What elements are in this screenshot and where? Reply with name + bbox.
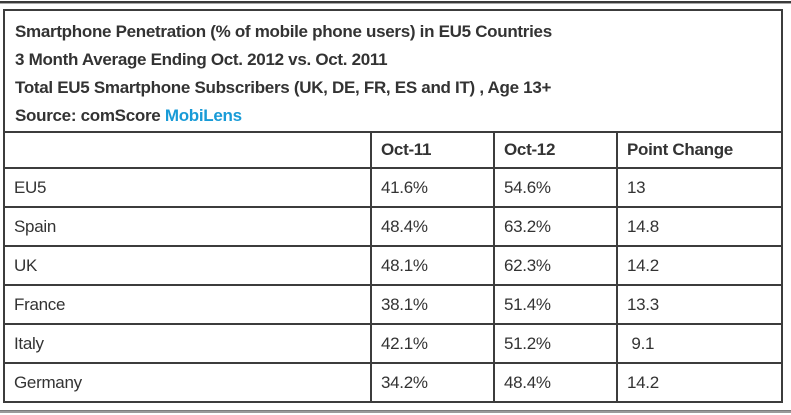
- value-cell: 51.4%: [493, 284, 618, 325]
- value-cell: 54.6%: [493, 167, 618, 208]
- value-cell: 48.4%: [493, 362, 618, 402]
- row-label-cell: Spain: [4, 206, 372, 247]
- header-row: Oct-11 Oct-12 Point Change: [4, 132, 782, 169]
- smartphone-penetration-table: Smartphone Penetration (% of mobile phon…: [3, 9, 783, 403]
- value-cell: 41.6%: [370, 167, 495, 208]
- table-subtitle: 3 Month Average Ending Oct. 2012 vs. Oct…: [15, 50, 388, 69]
- row-label-cell: UK: [4, 245, 372, 286]
- table-row: UK 48.1% 62.3% 14.2: [4, 245, 782, 286]
- value-cell: 62.3%: [493, 245, 618, 286]
- table-row: France 38.1% 51.4% 13.3: [4, 284, 782, 325]
- column-header-blank: [4, 132, 372, 169]
- row-label-cell: EU5: [4, 167, 372, 208]
- table-row: EU5 41.6% 54.6% 13: [4, 167, 782, 208]
- row-label-cell: Germany: [4, 362, 372, 402]
- data-table: Oct-11 Oct-12 Point Change EU5 41.6% 54.6%…: [4, 132, 782, 402]
- value-cell: 14.8: [616, 206, 782, 247]
- table-audience: Total EU5 Smartphone Subscribers (UK, DE…: [15, 78, 552, 97]
- title-block: Smartphone Penetration (% of mobile phon…: [5, 11, 781, 133]
- column-header-point-change: Point Change: [616, 132, 782, 169]
- value-cell: 14.2: [616, 245, 782, 286]
- source-prefix: Source: comScore: [15, 106, 161, 125]
- value-cell: 13: [616, 167, 782, 208]
- value-cell: 38.1%: [370, 284, 495, 325]
- value-cell: 34.2%: [370, 362, 495, 402]
- column-header-oct12: Oct-12: [493, 132, 618, 169]
- table-body: EU5 41.6% 54.6% 13 Spain 48.4% 63.2% 14.8 UK 48.1…: [4, 167, 782, 402]
- value-cell: 48.4%: [370, 206, 495, 247]
- top-rule: [0, 1, 791, 4]
- bottom-rule: [0, 410, 791, 413]
- table-row: Spain 48.4% 63.2% 14.8: [4, 206, 782, 247]
- value-cell: 13.3: [616, 284, 782, 325]
- table-row: Germany 34.2% 48.4% 14.2: [4, 362, 782, 402]
- value-cell: 63.2%: [493, 206, 618, 247]
- value-cell: 42.1%: [370, 323, 495, 364]
- mobilens-link[interactable]: MobiLens: [164, 106, 242, 125]
- column-header-oct11: Oct-11: [370, 132, 495, 169]
- value-cell: 14.2: [616, 362, 782, 402]
- table-title: Smartphone Penetration (% of mobile phon…: [15, 22, 552, 41]
- value-cell: 48.1%: [370, 245, 495, 286]
- value-cell: 9.1: [616, 323, 782, 364]
- value-cell: 51.2%: [493, 323, 618, 364]
- table-source: Source: comScore MobiLens: [15, 102, 775, 130]
- row-label-cell: France: [4, 284, 372, 325]
- table-row: Italy 42.1% 51.2% 9.1: [4, 323, 782, 364]
- row-label-cell: Italy: [4, 323, 372, 364]
